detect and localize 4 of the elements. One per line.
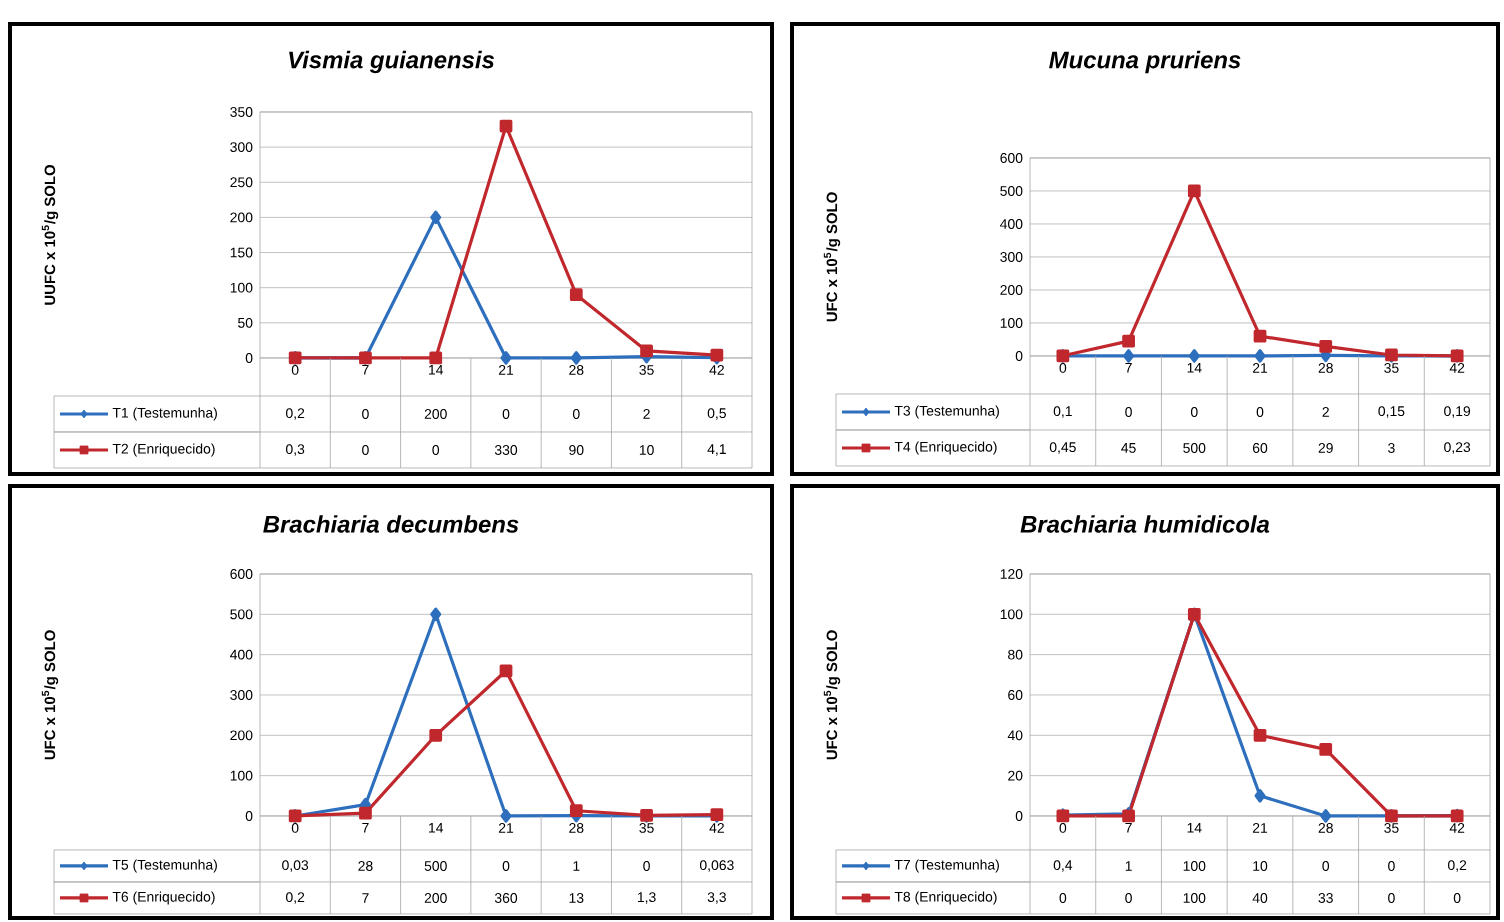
chart-title: Brachiaria humidicola (1020, 515, 1270, 533)
chart-title: Mucuna pruriens (1049, 50, 1241, 74)
chart-title: Brachiaria decumbens (263, 515, 519, 533)
chart-title: Vismia guianensis (289, 50, 495, 74)
